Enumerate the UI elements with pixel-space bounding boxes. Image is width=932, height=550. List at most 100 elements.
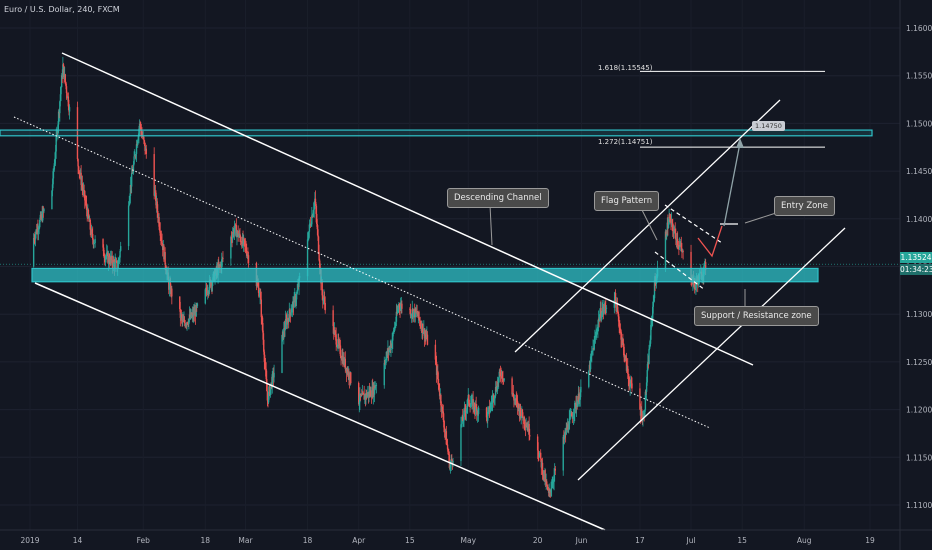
candle-body	[617, 310, 619, 315]
candle-body	[143, 136, 145, 141]
candle-body	[498, 371, 501, 378]
candle-body	[362, 392, 364, 394]
candle-body	[322, 299, 325, 301]
candle-body	[179, 309, 182, 318]
candle-body	[130, 172, 133, 187]
candle-body	[460, 423, 463, 425]
candle-body	[273, 372, 275, 378]
candle-body	[244, 240, 246, 245]
candle-body	[674, 228, 676, 234]
candle-body	[645, 382, 648, 392]
candle-body	[240, 241, 242, 243]
candle-body	[591, 351, 594, 353]
candle-body	[111, 255, 113, 264]
price-tick-label: 1.13000	[906, 310, 932, 319]
candle-body	[437, 379, 440, 384]
candle-body	[183, 319, 186, 324]
candle-body	[361, 392, 364, 395]
candle-body	[620, 330, 622, 340]
time-tick-label: 15	[405, 536, 415, 545]
candle-body	[334, 331, 337, 335]
candle-body	[218, 264, 221, 267]
candle-body	[568, 418, 571, 430]
candle-body	[38, 227, 40, 230]
candle-body	[493, 398, 496, 401]
price-tick-label: 1.12000	[906, 406, 932, 415]
descending-channel-label: Descending Channel	[447, 188, 549, 208]
candle-body	[625, 358, 628, 371]
candle-body	[666, 222, 669, 236]
candle-body	[681, 248, 683, 253]
candle-body	[245, 245, 247, 252]
candle-body	[238, 235, 240, 238]
candle-body	[553, 474, 555, 482]
candle-body	[119, 250, 121, 258]
candle-body	[271, 374, 273, 388]
candle-body	[288, 309, 291, 322]
candle-body	[518, 404, 520, 408]
candle-body	[579, 392, 581, 400]
candle-body	[348, 371, 350, 380]
candle-body	[297, 285, 299, 291]
candle-body	[452, 461, 454, 463]
candle-body	[39, 220, 41, 228]
candle-body	[141, 134, 143, 136]
candle-body	[82, 187, 84, 192]
candle-body	[260, 299, 263, 318]
candle-body	[335, 334, 337, 345]
candle-body	[85, 203, 88, 210]
candle-body	[312, 209, 315, 213]
candle-body	[614, 292, 617, 303]
candle-body	[181, 316, 183, 320]
candle-body	[59, 101, 61, 114]
candle-body	[52, 171, 54, 185]
candle-body	[552, 483, 554, 484]
candle-body	[617, 314, 620, 322]
candle-body	[595, 332, 597, 336]
grid	[0, 27, 900, 506]
candle-body	[118, 259, 120, 262]
candle-body	[156, 201, 158, 212]
candle-body	[43, 209, 45, 212]
candle-body	[622, 343, 625, 347]
candle-body	[553, 468, 556, 475]
candle-body	[370, 390, 372, 397]
candle-body	[695, 283, 697, 288]
candle-body	[284, 318, 287, 330]
candle-body	[395, 311, 398, 322]
candle-body	[494, 395, 496, 399]
candle-body	[334, 330, 336, 332]
candle-body	[208, 289, 210, 293]
price-tick-label: 1.15500	[906, 72, 932, 81]
candle-body	[578, 399, 581, 403]
flag-pattern-pointer	[639, 205, 658, 241]
price-tick-label: 1.15000	[906, 119, 932, 128]
candles	[32, 56, 707, 498]
candle-body	[59, 94, 62, 102]
candle-body	[321, 282, 323, 296]
candle-body	[155, 192, 157, 206]
candle-body	[285, 318, 287, 320]
candle-body	[512, 393, 515, 397]
candle-body	[571, 413, 573, 416]
candle-body	[314, 198, 317, 204]
candle-body	[102, 239, 104, 248]
candle-body	[291, 304, 294, 311]
candle-body	[230, 237, 232, 259]
candle-body	[466, 399, 469, 407]
candle-body	[444, 429, 446, 433]
candle-body	[622, 339, 624, 344]
entry-zone-pointer	[744, 212, 777, 224]
candle-body	[89, 219, 91, 230]
candle-body	[619, 328, 622, 331]
candle-body	[597, 318, 600, 325]
candle-body	[639, 388, 641, 410]
time-tick-label: 19	[865, 536, 875, 545]
candle-body	[85, 202, 87, 204]
candle-body	[613, 300, 616, 308]
candle-body	[64, 74, 67, 83]
candle-body	[541, 462, 544, 475]
candle-body	[554, 468, 557, 471]
candle-body	[102, 247, 105, 257]
